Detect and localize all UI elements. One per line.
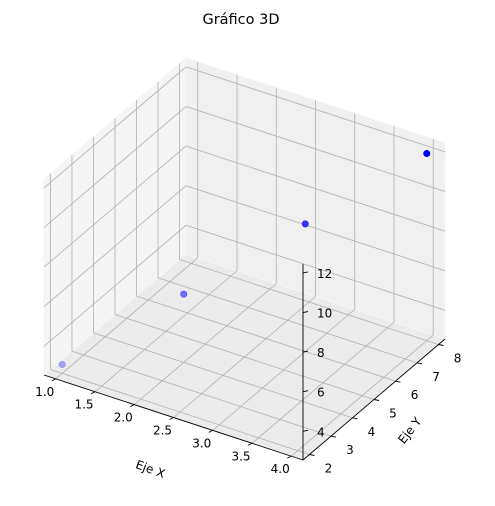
- z-grid-line: [185, 224, 446, 311]
- z-grid-line: [185, 106, 446, 192]
- x-tick-mark: [130, 404, 135, 408]
- z-tick-mark: [302, 429, 309, 432]
- y-grid-line: [93, 332, 353, 419]
- y-tick-label: 3: [346, 443, 354, 457]
- z-tick-label: 10: [317, 307, 332, 321]
- x-tick-label: 4.0: [271, 462, 290, 476]
- z-grid-line: [43, 185, 187, 308]
- y-grid-line: [136, 295, 396, 382]
- z-tick-label: 6: [317, 386, 325, 400]
- y-tick-mark: [416, 362, 423, 365]
- x-tick-label: 2.0: [114, 411, 133, 425]
- x-tick-label: 1.0: [35, 385, 54, 399]
- data-point: [58, 360, 66, 368]
- y-tick-label: 7: [432, 370, 440, 384]
- x-tick-mark: [90, 391, 96, 395]
- z-grid-line: [43, 145, 187, 268]
- y-grid-line: [114, 314, 375, 400]
- z-tick-label: 8: [317, 346, 325, 360]
- z-ticks: 4 6 8 10 12: [302, 267, 332, 439]
- x-tick-mark: [247, 442, 253, 446]
- x-tick-mark: [169, 417, 174, 420]
- z-grid-line: [43, 224, 187, 347]
- z-grid-line: [43, 66, 187, 189]
- z-tick-mark: [302, 390, 309, 393]
- x-axis-label: Eje X: [134, 457, 167, 481]
- y-tick-label: 8: [454, 352, 462, 366]
- x-tick-label: 3.5: [231, 449, 250, 463]
- z-tick-label: 12: [317, 267, 332, 281]
- y-tick-label: 6: [411, 388, 419, 402]
- data-points: [58, 150, 431, 368]
- x-tick-mark: [51, 378, 56, 382]
- z-grid-line: [185, 145, 446, 232]
- z-tick-mark: [302, 311, 309, 313]
- y-axis-label: Eje Y: [395, 414, 425, 446]
- chart-title: Gráfico 3D: [202, 12, 279, 28]
- data-point: [180, 290, 188, 298]
- data-point: [301, 220, 309, 228]
- x-tick-label: 1.5: [74, 398, 93, 412]
- y-tick-label: 2: [325, 462, 333, 476]
- y-tick-mark: [395, 380, 401, 383]
- y-tick-mark: [352, 417, 358, 420]
- y-grid-line: [157, 277, 418, 364]
- y-tick-label: 5: [389, 407, 397, 421]
- grid-lines: [43, 61, 446, 457]
- y-tick-mark: [309, 454, 315, 456]
- z-tick-mark: [302, 271, 309, 274]
- y-tick-mark: [330, 435, 337, 438]
- x-tick-label: 2.5: [153, 424, 172, 438]
- y-grid-line: [179, 259, 439, 345]
- z-tick-mark: [302, 350, 309, 353]
- axis-panes: [42, 56, 447, 461]
- z-grid-line: [185, 185, 446, 272]
- y-tick-mark: [373, 399, 380, 401]
- x-tick-mark: [208, 429, 213, 433]
- z-tick-label: 4: [317, 425, 325, 439]
- y-tick-label: 4: [368, 425, 376, 439]
- x-ticks: 1.0 1.5 2.0 2.5 3.0 3.5 4.0: [35, 378, 292, 476]
- y-grid-line: [71, 350, 332, 437]
- x-tick-label: 3.0: [192, 436, 211, 450]
- y-tick-mark: [438, 344, 444, 346]
- y-grid-line: [50, 369, 310, 455]
- z-grid-line: [43, 106, 187, 228]
- z-grid-line: [185, 66, 446, 153]
- data-point: [423, 150, 431, 158]
- x-tick-mark: [287, 455, 292, 459]
